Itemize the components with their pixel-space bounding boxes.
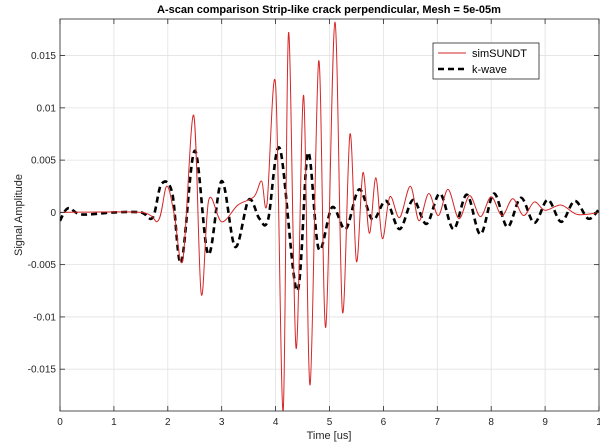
x-tick-label: 1 <box>111 417 117 428</box>
x-tick-label: 4 <box>273 417 279 428</box>
y-axis-label: Signal Amplitude <box>13 174 25 256</box>
x-tick-label: 8 <box>488 417 494 428</box>
series-layer <box>60 21 599 411</box>
x-tick-label: 0 <box>57 417 63 428</box>
tick-labels: 0 1 2 3 4 5 6 7 8 9 1 0.015 0.01 0.005 0 -0.005 -0.01 -0.… <box>28 51 600 428</box>
legend-box <box>432 42 540 80</box>
x-axis-label: Time [us] <box>307 430 352 442</box>
legend-label-simsundt: simSUNDT <box>472 48 527 60</box>
series-line-simsundt <box>60 21 599 411</box>
y-tick-label: 0.015 <box>31 51 56 62</box>
y-tick-label: -0.005 <box>28 260 57 271</box>
x-tick-label: 5 <box>327 417 333 428</box>
x-tick-label: 9 <box>542 417 548 428</box>
legend-label-k-wave: k-wave <box>472 64 507 76</box>
x-tick-label: 1 <box>596 417 600 428</box>
series-line-k-wave <box>60 146 599 293</box>
y-tick-label: 0 <box>50 208 56 219</box>
x-tick-label: 3 <box>219 417 225 428</box>
chart-title: A-scan comparison Strip-like crack perpe… <box>157 4 501 16</box>
y-tick-label: 0.005 <box>31 156 56 167</box>
ticks-layer <box>59 19 600 411</box>
y-tick-label: -0.01 <box>33 312 56 323</box>
y-tick-label: -0.015 <box>28 365 57 376</box>
x-tick-label: 7 <box>435 417 441 428</box>
legend: simSUNDT k-wave <box>432 42 540 80</box>
x-tick-label: 6 <box>381 417 387 428</box>
x-tick-label: 2 <box>165 417 171 428</box>
y-tick-label: 0.01 <box>37 103 57 114</box>
